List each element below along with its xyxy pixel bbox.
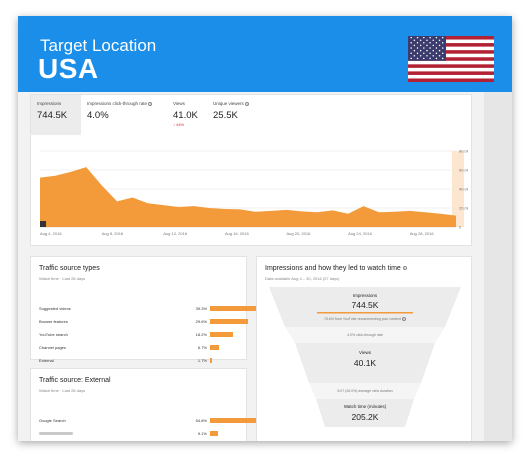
source-row[interactable]: Channel pages 6.7%: [39, 344, 239, 352]
metric-impressions[interactable]: Impressions 744.5K: [31, 95, 81, 135]
chart-x-tick-label: Aug 16, 2016: [225, 231, 250, 236]
chart-area-series: [40, 167, 456, 227]
funnel-views-value: 40.1K: [353, 358, 377, 368]
source-bar: [210, 319, 248, 324]
card-subtitle: Watch time · Last 28 days: [39, 276, 86, 281]
source-name: YouTube search: [39, 332, 68, 337]
source-percent: 9.1%: [197, 431, 207, 436]
chart-y-tick-label: 0: [459, 225, 462, 230]
source-row[interactable]: YouTube search 18.2%: [39, 331, 239, 339]
metric-unique-viewers[interactable]: Unique viewers i 25.5K: [207, 95, 267, 135]
video-publish-marker-icon[interactable]: [40, 221, 46, 227]
traffic-source-card: Traffic source types Watch time · Last 2…: [30, 256, 260, 363]
card-title: Traffic source types: [39, 265, 100, 272]
funnel-shape: [269, 287, 461, 427]
banner-title: USA: [38, 53, 99, 84]
chart-x-tick-label: Aug 12, 2016: [163, 231, 188, 236]
page-scrollbar[interactable]: [484, 92, 512, 441]
source-percent: 29.6%: [195, 319, 207, 324]
source-bar: [210, 332, 234, 337]
metric-label: Unique viewers: [213, 101, 244, 106]
funnel-watch-value: 205.2K: [351, 412, 379, 422]
funnel-ctr-note: 4.0% click-through rate: [347, 333, 383, 337]
source-bar: [210, 358, 213, 363]
source-row[interactable]: External 1.7%: [39, 357, 239, 365]
card-title: Traffic source: External: [39, 377, 111, 384]
banner-subtitle: Target Location: [40, 36, 157, 55]
source-row[interactable]: 9.1%: [39, 430, 239, 438]
source-row[interactable]: Suggested videos 39.3%: [39, 305, 260, 313]
funnel-impressions-label: Impressions: [352, 293, 378, 298]
metric-value: 25.5K: [213, 110, 238, 121]
info-icon: i: [401, 317, 406, 322]
metric-value: 744.5K: [37, 110, 68, 121]
impressions-chart[interactable]: 0 20.0K 40.0K 60.0K 80.0K Aug 4, 2016 Aug 8, 2…: [36, 147, 468, 239]
source-percent: 54.8%: [195, 418, 207, 423]
funnel-duration-note: 5:07 (26.0%) average view duration: [337, 389, 393, 393]
card-subtitle: Watch time · Last 28 days: [39, 388, 86, 393]
chart-x-tick-label: Aug 20, 2016: [287, 231, 312, 236]
metric-label: Impressions: [37, 101, 62, 106]
info-icon: i: [148, 101, 153, 106]
chart-y-tick-label: 20.0K: [459, 206, 468, 211]
funnel-impressions-note-text: 75.6% from YouTube recommending your con…: [324, 317, 401, 321]
screenshot-frame: Target Location USA Impressions 744.5K I…: [18, 16, 512, 441]
source-name: Suggested videos: [39, 306, 71, 311]
overview-card: Impressions 744.5K Impressions click-thr…: [30, 94, 472, 246]
source-name: Google Search: [39, 418, 66, 423]
funnel-title-text: Impressions and how they led to watch ti…: [265, 265, 401, 272]
source-percent: 39.3%: [195, 306, 207, 311]
impressions-funnel: Impressions 744.5K 75.6% from YouTube re…: [269, 287, 461, 441]
metric-delta: ↓ 44%: [173, 122, 185, 127]
redacted-source-name: [39, 432, 73, 435]
chart-y-tick-label: 40.0K: [459, 187, 468, 192]
source-name: Channel pages: [39, 345, 66, 350]
metric-ctr[interactable]: Impressions click-through rate i 4.0%: [81, 95, 167, 135]
metric-value: 4.0%: [87, 110, 109, 121]
funnel-watch-label: Watch time (minutes): [343, 404, 387, 409]
metric-value: 41.0K: [173, 110, 198, 121]
metric-label: Impressions click-through rate: [87, 101, 148, 106]
card-title: Impressions and how they led to watch ti…: [265, 265, 407, 272]
info-icon: i: [402, 266, 407, 271]
source-name: External: [39, 358, 54, 363]
source-bar: [210, 306, 260, 311]
funnel-impressions-value: 744.5K: [351, 300, 379, 310]
funnel-card: Impressions and how they led to watch ti…: [256, 256, 472, 441]
chart-x-tick-label: Aug 28, 2016: [410, 231, 435, 236]
external-source-card: Traffic source: External Watch time · La…: [30, 368, 260, 441]
us-flag-icon: [408, 36, 494, 82]
chart-x-tick-label: Aug 24, 2016: [348, 231, 373, 236]
chart-x-tick-label: Aug 8, 2016: [102, 231, 124, 236]
source-percent: 1.7%: [197, 358, 207, 363]
source-row[interactable]: Browse features 29.6%: [39, 318, 248, 326]
funnel-views-label: Views: [359, 350, 371, 355]
source-bar: [210, 418, 260, 423]
source-bar: [210, 431, 219, 436]
location-banner: Target Location USA: [18, 16, 512, 92]
source-percent: 6.7%: [197, 345, 207, 350]
chart-partial-period-band: [452, 151, 464, 227]
card-subtitle: Data available Aug 4 – 30, 2016 (27 days…: [265, 276, 340, 281]
chart-x-tick-label: Aug 4, 2016: [40, 231, 62, 236]
source-percent: 18.2%: [195, 332, 207, 337]
metric-views[interactable]: Views 41.0K ↓ 44%: [167, 95, 207, 135]
source-row[interactable]: Google Search 54.8%: [39, 417, 260, 425]
chart-y-tick-label: 60.0K: [459, 168, 468, 173]
source-bar: [210, 345, 219, 350]
info-icon: i: [245, 101, 250, 106]
source-name: Browse features: [39, 319, 68, 324]
chart-svg: 0 20.0K 40.0K 60.0K 80.0K Aug 4, 2016 Aug 8, 2…: [40, 149, 468, 236]
chart-y-tick-label: 80.0K: [459, 149, 468, 154]
funnel-impressions-note: 75.6% from YouTube recommending your con…: [269, 317, 461, 322]
metric-label: Views: [173, 101, 185, 106]
